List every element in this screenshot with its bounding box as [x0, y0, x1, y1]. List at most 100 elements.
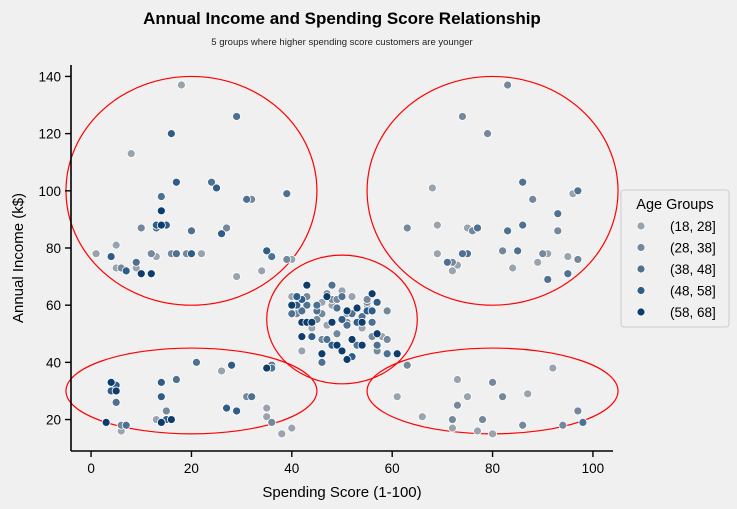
data-point-s3-22: [458, 249, 467, 259]
data-point-s2-48: [402, 360, 412, 370]
data-point-s5-29: [106, 377, 116, 387]
data-point-s4-20: [337, 315, 347, 324]
data-point-s1-15: [563, 252, 573, 261]
x-ticks: 0 20 40 60 80 100: [87, 451, 604, 476]
data-point-s4-24: [156, 392, 166, 402]
data-point-s5-2: [146, 269, 156, 279]
data-point-s5-24: [337, 346, 347, 356]
data-point-s2-3: [222, 223, 231, 233]
legend-marker-3: [636, 264, 646, 274]
data-point-s1-6: [197, 249, 206, 259]
data-point-s3-12: [518, 177, 528, 187]
data-point-s3-8: [171, 249, 181, 259]
data-point-s5-14: [352, 303, 362, 313]
data-point-s2-6: [282, 255, 292, 264]
data-point-s1-48: [392, 392, 402, 402]
data-point-s3-37: [317, 357, 327, 367]
data-point-s2-43: [518, 420, 528, 430]
data-point-s2-24: [362, 295, 372, 304]
data-point-s4-26: [232, 406, 242, 416]
data-point-s3-50: [578, 418, 588, 427]
data-point-s5-11: [357, 340, 367, 350]
data-point-s2-12: [483, 129, 492, 139]
x-tick-label: 20: [184, 461, 199, 476]
y-tick-label: 60: [46, 298, 61, 313]
data-point-s1-28: [347, 292, 357, 302]
data-point-s1-47: [473, 426, 482, 436]
data-point-s3-9: [207, 177, 216, 187]
data-point-s3-28: [367, 317, 377, 327]
data-point-s4-7: [121, 266, 131, 276]
data-point-s5-28: [111, 386, 121, 396]
data-point-s1-4: [91, 249, 101, 259]
x-tick-label: 0: [87, 461, 95, 476]
data-point-s2-39: [161, 406, 171, 416]
legend-items: (18, 28] (28, 38] (38, 48] (48, 58] (58, 68]: [636, 219, 716, 320]
data-point-s5-30: [166, 415, 176, 424]
scatter-points: [91, 80, 588, 439]
data-point-s5-17: [392, 349, 402, 359]
data-point-s1-14: [508, 263, 518, 273]
data-point-s1-23: [448, 266, 457, 276]
legend-label-4: (48, 58]: [670, 284, 716, 299]
data-point-s3-24: [302, 300, 312, 310]
data-point-s2-41: [573, 406, 583, 416]
y-ticks: 20 40 60 80 100 120 140: [38, 69, 71, 428]
data-point-s5-13: [332, 340, 342, 350]
data-point-s4-25: [222, 403, 231, 413]
data-point-s2-49: [448, 415, 457, 424]
legend-label-1: (18, 28]: [670, 219, 716, 234]
data-point-s1-53: [488, 429, 497, 439]
data-point-s4-8: [262, 246, 272, 256]
data-point-s4-10: [106, 252, 116, 261]
data-point-s1-22: [533, 257, 543, 267]
data-point-s1-52: [417, 412, 427, 422]
cluster-outline-4: [65, 347, 318, 435]
data-point-s1-39: [262, 412, 272, 422]
data-point-s2-10: [498, 246, 507, 256]
data-point-s3-3: [187, 226, 196, 236]
data-point-s3-26: [332, 303, 342, 313]
data-point-s5-6: [302, 280, 312, 290]
data-point-s3-4: [156, 192, 166, 201]
legend-title: Age Groups: [636, 197, 713, 213]
data-point-s5-19: [367, 289, 377, 299]
legend-box: [620, 189, 730, 328]
chart-title: Annual Income and Spending Score Relatio…: [143, 9, 541, 28]
data-point-s2-23: [382, 306, 392, 316]
y-tick-label: 120: [38, 127, 61, 142]
data-point-s1-38: [262, 403, 272, 413]
data-point-s2-11: [503, 80, 513, 90]
data-point-s5-20: [342, 355, 352, 364]
data-point-s3-20: [553, 209, 563, 219]
data-point-s5-31: [262, 363, 272, 373]
legend-marker-5: [636, 307, 646, 317]
data-point-s3-15: [573, 186, 583, 196]
data-point-s1-50: [548, 363, 558, 373]
data-point-s1-43: [287, 423, 297, 433]
data-point-s3-23: [503, 226, 513, 236]
data-point-s5-27: [156, 418, 166, 427]
axes: [70, 65, 613, 452]
legend: Age Groups (18, 28] (28, 38] (38, 48] (48, …: [620, 189, 730, 328]
data-point-s1-41: [277, 429, 287, 439]
cluster-outline-3: [266, 254, 418, 385]
data-point-s4-5: [171, 177, 181, 187]
data-point-s3-30: [327, 280, 337, 290]
y-tick-label: 80: [46, 241, 61, 256]
data-point-s5-5: [156, 206, 166, 216]
data-point-s5-18: [372, 329, 382, 339]
data-point-s4-17: [292, 292, 302, 302]
data-point-s5-12: [287, 300, 297, 310]
data-point-s2-18: [553, 226, 563, 236]
data-point-s3-6: [131, 257, 141, 267]
data-point-s3-35: [322, 335, 332, 344]
data-point-s2-42: [453, 400, 462, 410]
data-point-s5-7: [322, 292, 332, 302]
data-point-s1-45: [463, 392, 472, 402]
data-point-s1-10: [126, 149, 136, 159]
data-point-s5-25: [357, 317, 367, 327]
data-point-s3-40: [342, 320, 352, 330]
data-point-s3-18: [442, 257, 452, 267]
